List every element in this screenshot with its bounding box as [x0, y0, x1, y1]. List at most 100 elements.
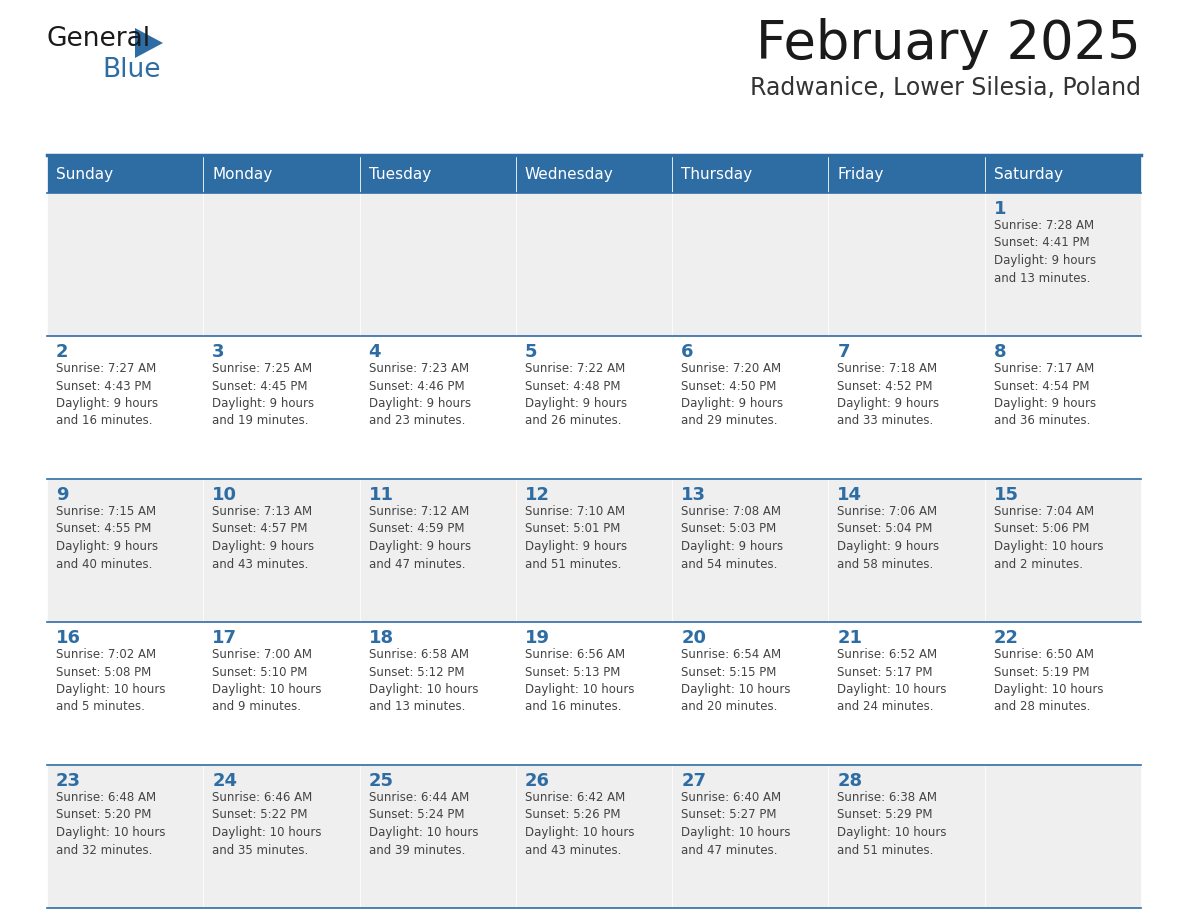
Text: Sunrise: 6:48 AM
Sunset: 5:20 PM
Daylight: 10 hours
and 32 minutes.: Sunrise: 6:48 AM Sunset: 5:20 PM Dayligh… — [56, 791, 165, 856]
Text: 17: 17 — [213, 629, 238, 647]
Polygon shape — [135, 28, 163, 58]
Bar — [985, 622, 1140, 765]
Bar — [203, 155, 360, 193]
Text: Sunrise: 7:04 AM
Sunset: 5:06 PM
Daylight: 10 hours
and 2 minutes.: Sunrise: 7:04 AM Sunset: 5:06 PM Dayligh… — [993, 505, 1104, 570]
Text: 18: 18 — [368, 629, 393, 647]
Text: 7: 7 — [838, 343, 849, 361]
Text: 21: 21 — [838, 629, 862, 647]
Bar — [828, 622, 985, 765]
Text: 10: 10 — [213, 486, 238, 504]
Text: 25: 25 — [368, 772, 393, 790]
Bar — [672, 336, 828, 479]
Text: Sunrise: 7:15 AM
Sunset: 4:55 PM
Daylight: 9 hours
and 40 minutes.: Sunrise: 7:15 AM Sunset: 4:55 PM Dayligh… — [56, 505, 158, 570]
Bar — [516, 622, 672, 765]
Text: 9: 9 — [56, 486, 69, 504]
Text: Sunrise: 7:27 AM
Sunset: 4:43 PM
Daylight: 9 hours
and 16 minutes.: Sunrise: 7:27 AM Sunset: 4:43 PM Dayligh… — [56, 362, 158, 428]
Text: Tuesday: Tuesday — [368, 166, 431, 182]
Bar — [516, 765, 672, 908]
Bar — [516, 479, 672, 622]
Text: Sunrise: 7:28 AM
Sunset: 4:41 PM
Daylight: 9 hours
and 13 minutes.: Sunrise: 7:28 AM Sunset: 4:41 PM Dayligh… — [993, 219, 1095, 285]
Text: 5: 5 — [525, 343, 537, 361]
Bar — [48, 155, 203, 193]
Bar — [985, 193, 1140, 336]
Bar — [672, 765, 828, 908]
Bar — [985, 479, 1140, 622]
Text: Sunrise: 6:56 AM
Sunset: 5:13 PM
Daylight: 10 hours
and 16 minutes.: Sunrise: 6:56 AM Sunset: 5:13 PM Dayligh… — [525, 648, 634, 713]
Text: Sunrise: 6:46 AM
Sunset: 5:22 PM
Daylight: 10 hours
and 35 minutes.: Sunrise: 6:46 AM Sunset: 5:22 PM Dayligh… — [213, 791, 322, 856]
Bar — [516, 155, 672, 193]
Text: 23: 23 — [56, 772, 81, 790]
Text: 4: 4 — [368, 343, 381, 361]
Bar — [672, 622, 828, 765]
Text: Sunrise: 6:44 AM
Sunset: 5:24 PM
Daylight: 10 hours
and 39 minutes.: Sunrise: 6:44 AM Sunset: 5:24 PM Dayligh… — [368, 791, 478, 856]
Text: 8: 8 — [993, 343, 1006, 361]
Text: Sunrise: 7:06 AM
Sunset: 5:04 PM
Daylight: 9 hours
and 58 minutes.: Sunrise: 7:06 AM Sunset: 5:04 PM Dayligh… — [838, 505, 940, 570]
Text: Sunrise: 6:52 AM
Sunset: 5:17 PM
Daylight: 10 hours
and 24 minutes.: Sunrise: 6:52 AM Sunset: 5:17 PM Dayligh… — [838, 648, 947, 713]
Text: Sunrise: 6:38 AM
Sunset: 5:29 PM
Daylight: 10 hours
and 51 minutes.: Sunrise: 6:38 AM Sunset: 5:29 PM Dayligh… — [838, 791, 947, 856]
Text: 15: 15 — [993, 486, 1019, 504]
Bar — [985, 155, 1140, 193]
Text: Sunrise: 7:23 AM
Sunset: 4:46 PM
Daylight: 9 hours
and 23 minutes.: Sunrise: 7:23 AM Sunset: 4:46 PM Dayligh… — [368, 362, 470, 428]
Text: Wednesday: Wednesday — [525, 166, 614, 182]
Text: 6: 6 — [681, 343, 694, 361]
Bar — [828, 155, 985, 193]
Text: Radwanice, Lower Silesia, Poland: Radwanice, Lower Silesia, Poland — [750, 76, 1140, 100]
Bar — [828, 765, 985, 908]
Bar — [985, 765, 1140, 908]
Bar — [828, 479, 985, 622]
Bar — [48, 765, 203, 908]
Text: 14: 14 — [838, 486, 862, 504]
Text: 16: 16 — [56, 629, 81, 647]
Text: Monday: Monday — [213, 166, 272, 182]
Text: Sunrise: 7:10 AM
Sunset: 5:01 PM
Daylight: 9 hours
and 51 minutes.: Sunrise: 7:10 AM Sunset: 5:01 PM Dayligh… — [525, 505, 627, 570]
Bar — [672, 193, 828, 336]
Text: Sunrise: 7:25 AM
Sunset: 4:45 PM
Daylight: 9 hours
and 19 minutes.: Sunrise: 7:25 AM Sunset: 4:45 PM Dayligh… — [213, 362, 315, 428]
Text: 1: 1 — [993, 200, 1006, 218]
Text: Blue: Blue — [102, 57, 160, 83]
Text: 20: 20 — [681, 629, 706, 647]
Text: Sunrise: 6:42 AM
Sunset: 5:26 PM
Daylight: 10 hours
and 43 minutes.: Sunrise: 6:42 AM Sunset: 5:26 PM Dayligh… — [525, 791, 634, 856]
Bar — [203, 622, 360, 765]
Bar — [360, 622, 516, 765]
Bar — [360, 765, 516, 908]
Text: Sunrise: 7:00 AM
Sunset: 5:10 PM
Daylight: 10 hours
and 9 minutes.: Sunrise: 7:00 AM Sunset: 5:10 PM Dayligh… — [213, 648, 322, 713]
Bar — [48, 193, 203, 336]
Text: Sunrise: 6:50 AM
Sunset: 5:19 PM
Daylight: 10 hours
and 28 minutes.: Sunrise: 6:50 AM Sunset: 5:19 PM Dayligh… — [993, 648, 1104, 713]
Text: 12: 12 — [525, 486, 550, 504]
Text: 11: 11 — [368, 486, 393, 504]
Text: Sunrise: 7:18 AM
Sunset: 4:52 PM
Daylight: 9 hours
and 33 minutes.: Sunrise: 7:18 AM Sunset: 4:52 PM Dayligh… — [838, 362, 940, 428]
Text: 28: 28 — [838, 772, 862, 790]
Text: Sunday: Sunday — [56, 166, 113, 182]
Bar — [203, 336, 360, 479]
Text: General: General — [48, 26, 151, 52]
Text: February 2025: February 2025 — [757, 18, 1140, 70]
Bar — [203, 193, 360, 336]
Text: Saturday: Saturday — [993, 166, 1063, 182]
Bar — [672, 155, 828, 193]
Bar — [360, 479, 516, 622]
Bar — [48, 479, 203, 622]
Text: 3: 3 — [213, 343, 225, 361]
Text: Sunrise: 7:12 AM
Sunset: 4:59 PM
Daylight: 9 hours
and 47 minutes.: Sunrise: 7:12 AM Sunset: 4:59 PM Dayligh… — [368, 505, 470, 570]
Text: Thursday: Thursday — [681, 166, 752, 182]
Text: Sunrise: 6:40 AM
Sunset: 5:27 PM
Daylight: 10 hours
and 47 minutes.: Sunrise: 6:40 AM Sunset: 5:27 PM Dayligh… — [681, 791, 791, 856]
Bar — [516, 336, 672, 479]
Text: Sunrise: 7:02 AM
Sunset: 5:08 PM
Daylight: 10 hours
and 5 minutes.: Sunrise: 7:02 AM Sunset: 5:08 PM Dayligh… — [56, 648, 165, 713]
Bar — [672, 479, 828, 622]
Text: 19: 19 — [525, 629, 550, 647]
Text: Sunrise: 7:17 AM
Sunset: 4:54 PM
Daylight: 9 hours
and 36 minutes.: Sunrise: 7:17 AM Sunset: 4:54 PM Dayligh… — [993, 362, 1095, 428]
Bar — [360, 193, 516, 336]
Text: 22: 22 — [993, 629, 1019, 647]
Text: Sunrise: 6:58 AM
Sunset: 5:12 PM
Daylight: 10 hours
and 13 minutes.: Sunrise: 6:58 AM Sunset: 5:12 PM Dayligh… — [368, 648, 478, 713]
Text: Sunrise: 7:20 AM
Sunset: 4:50 PM
Daylight: 9 hours
and 29 minutes.: Sunrise: 7:20 AM Sunset: 4:50 PM Dayligh… — [681, 362, 783, 428]
Bar — [828, 336, 985, 479]
Bar — [203, 765, 360, 908]
Text: 13: 13 — [681, 486, 706, 504]
Bar — [516, 193, 672, 336]
Text: 24: 24 — [213, 772, 238, 790]
Text: Sunrise: 7:22 AM
Sunset: 4:48 PM
Daylight: 9 hours
and 26 minutes.: Sunrise: 7:22 AM Sunset: 4:48 PM Dayligh… — [525, 362, 627, 428]
Bar — [360, 155, 516, 193]
Bar — [48, 336, 203, 479]
Text: 2: 2 — [56, 343, 69, 361]
Bar — [48, 622, 203, 765]
